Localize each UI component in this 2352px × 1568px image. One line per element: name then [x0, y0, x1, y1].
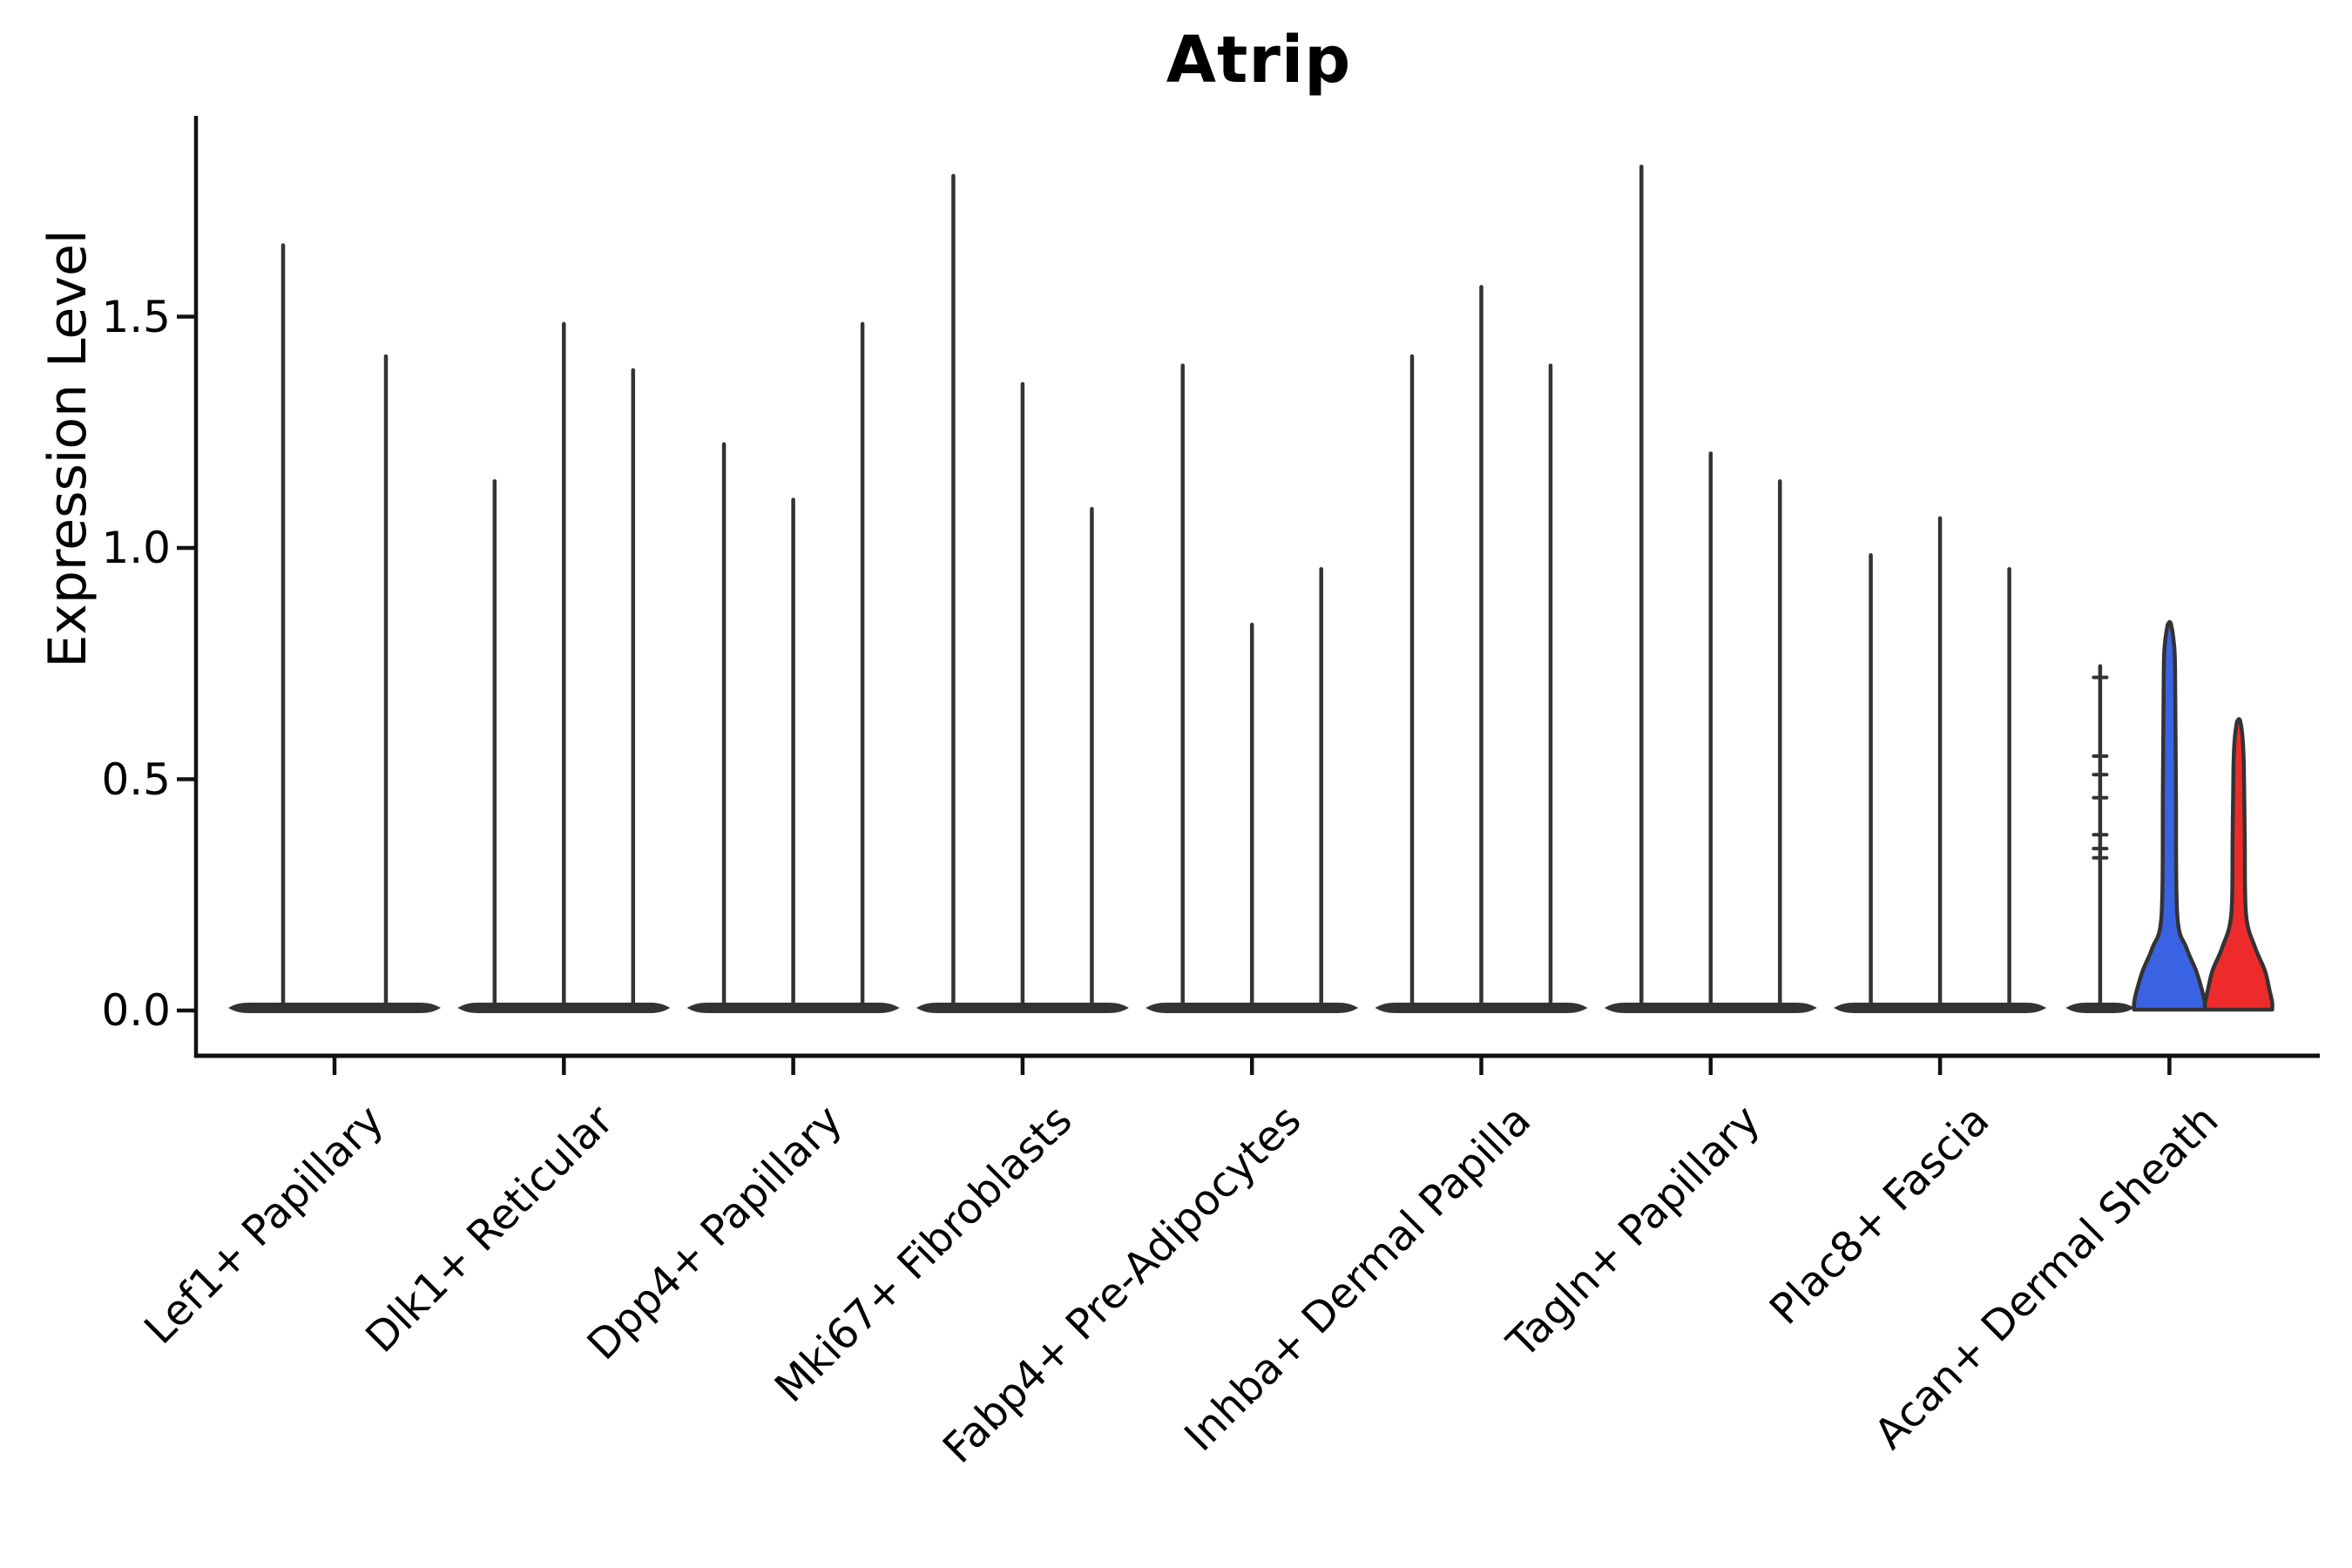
violin-base — [1375, 1003, 1588, 1013]
split-violin — [2202, 717, 2274, 1012]
violin-base — [916, 1003, 1129, 1013]
violin-base — [1146, 1003, 1359, 1013]
y-tick-label: 0.5 — [101, 754, 171, 805]
violin-base — [457, 1003, 671, 1013]
y-tick-label: 1.0 — [101, 523, 171, 573]
split-violin — [2132, 619, 2207, 1012]
violin-base — [686, 1003, 900, 1013]
violin-base — [1834, 1003, 2047, 1013]
violin-base — [1604, 1003, 1817, 1013]
violin-base — [2065, 1003, 2135, 1013]
y-tick-label: 1.5 — [101, 291, 171, 342]
y-tick-label: 0.0 — [101, 985, 171, 1036]
chart-title: Atrip — [1166, 23, 1352, 98]
violin-base — [228, 1003, 441, 1013]
